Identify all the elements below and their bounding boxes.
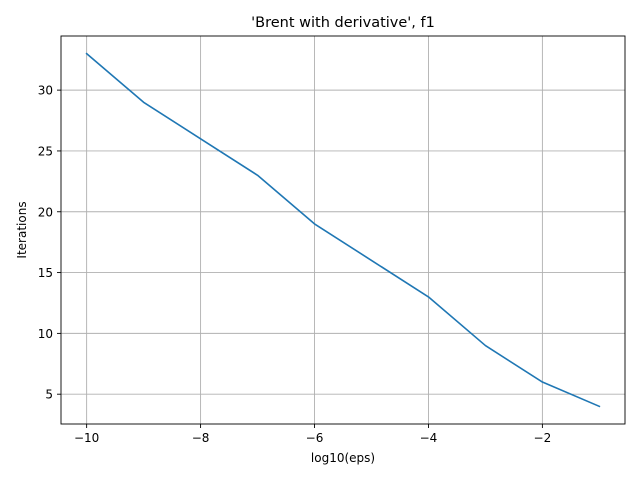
plot-frame (60, 35, 626, 425)
y-tick-label: 10 (38, 327, 53, 341)
series-line (85, 52, 601, 408)
x-tick-label: −10 (74, 431, 99, 445)
series-layer (85, 52, 601, 408)
y-axis-label: Iterations (15, 201, 29, 258)
y-axis: 5 10 15 20 25 30 (38, 84, 61, 402)
y-grid (61, 89, 625, 395)
y-tick-label: 30 (38, 84, 53, 98)
y-tick-label: 15 (38, 266, 53, 280)
x-tick-label: −2 (534, 431, 552, 445)
chart-title: 'Brent with derivative', f1 (251, 15, 435, 31)
y-tick-label: 5 (45, 388, 53, 402)
y-tick-label: 25 (38, 144, 53, 158)
x-tick-label: −6 (306, 431, 324, 445)
x-tick-label: −8 (192, 431, 210, 445)
x-axis-label: log10(eps) (311, 451, 375, 465)
x-tick-label: −4 (420, 431, 438, 445)
y-tick-label: 20 (38, 205, 53, 219)
x-grid (86, 36, 543, 424)
x-axis: −10 −8 −6 −4 −2 (74, 424, 551, 445)
